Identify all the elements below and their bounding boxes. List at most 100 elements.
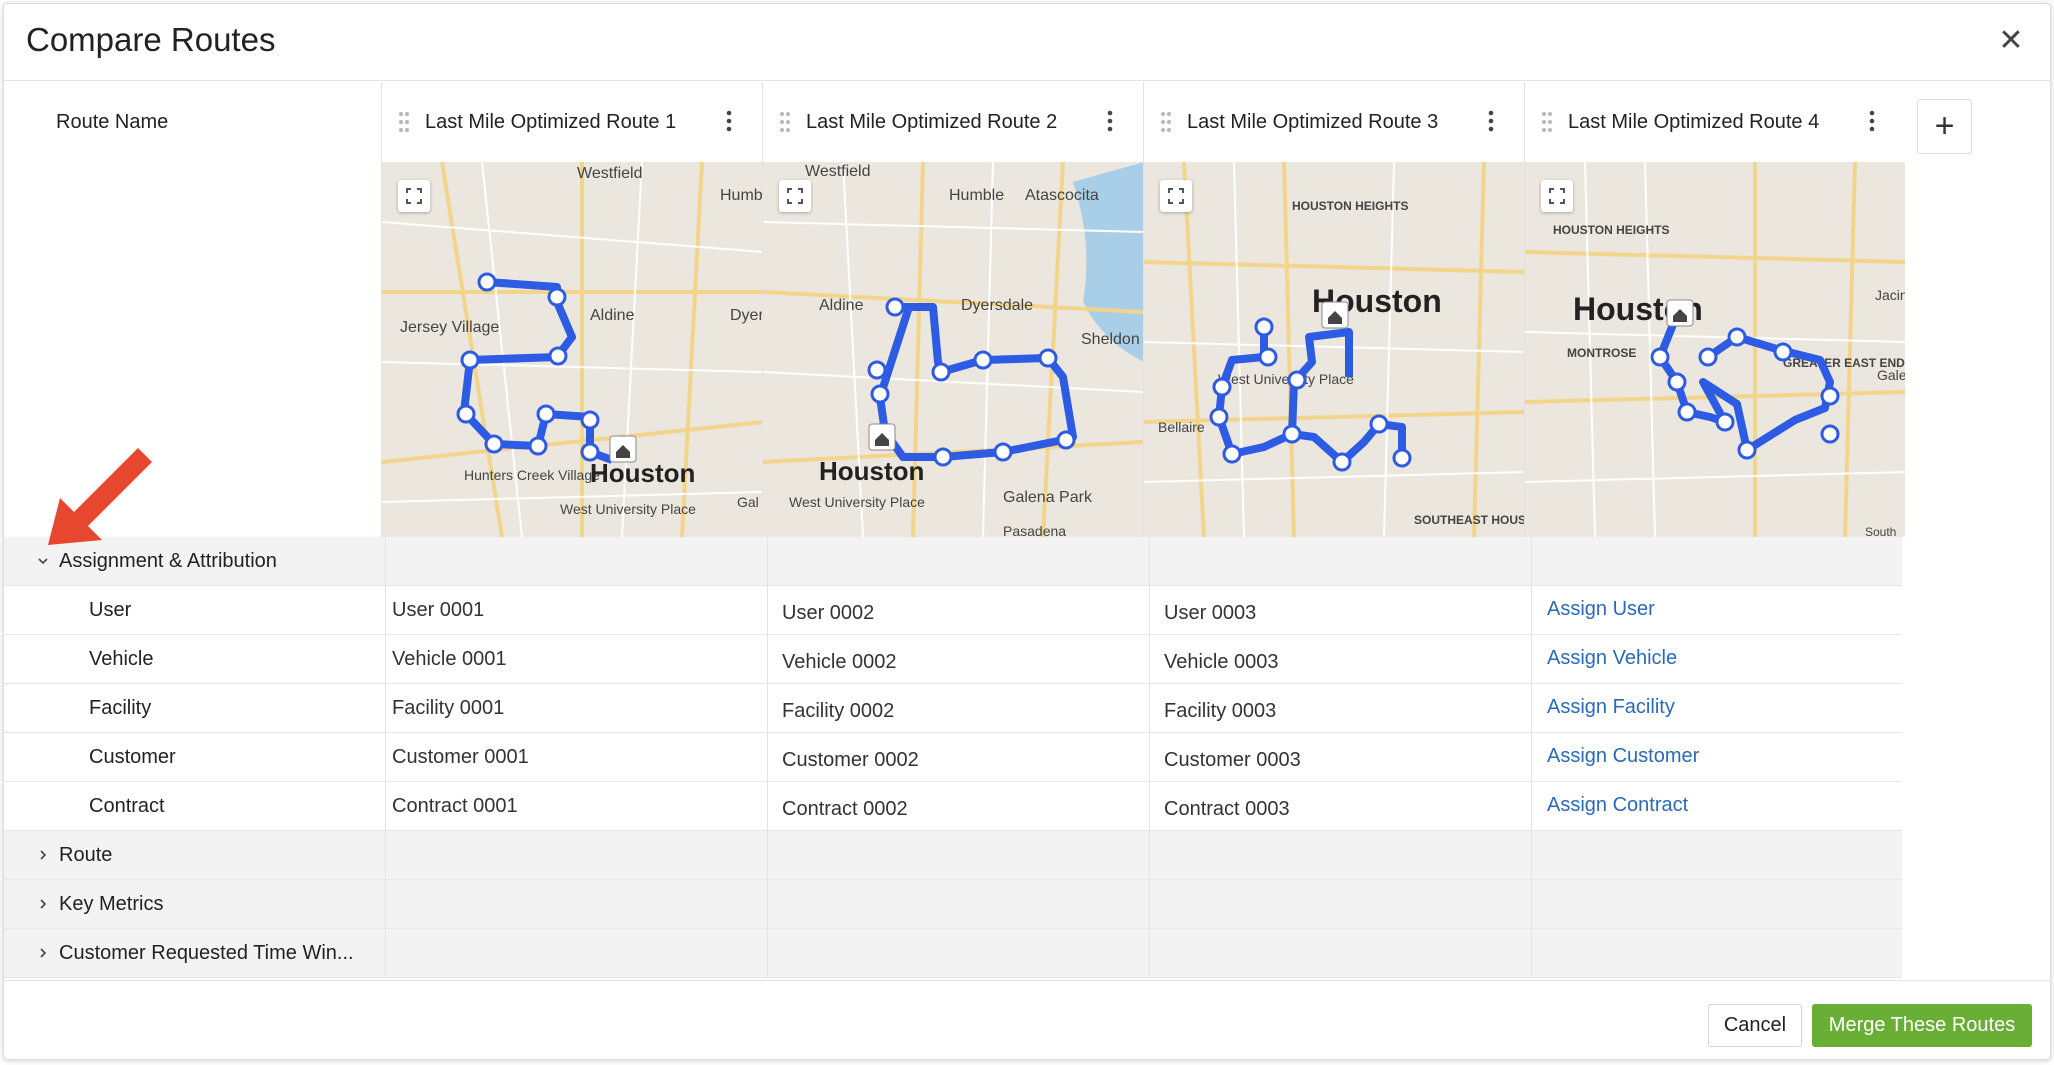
- annotation-arrow-icon: [48, 448, 152, 545]
- row-label: Customer: [4, 733, 385, 781]
- table-cell: Assign User: [1531, 586, 1902, 634]
- depot-home-icon: [1321, 301, 1349, 329]
- section-title: Customer Requested Time Win...: [59, 942, 354, 964]
- more-options-icon[interactable]: [1865, 109, 1879, 133]
- more-options-icon[interactable]: [722, 109, 736, 133]
- cell-value: Facility 0003: [1164, 700, 1277, 722]
- map-label: Dyersdale: [961, 297, 1033, 314]
- section-header-time-windows[interactable]: Customer Requested Time Win...: [4, 929, 1902, 978]
- map-label: Gale: [1877, 367, 1905, 383]
- route-column-2: Last Mile Optimized Route 2 Westfield Hu…: [762, 82, 1143, 537]
- route-map[interactable]: HOUSTON HEIGHTS Houston MONTROSE GREATER…: [1525, 162, 1905, 537]
- assign-vehicle-link[interactable]: Assign Vehicle: [1547, 647, 1678, 669]
- table-cell: Customer 0003: [1149, 733, 1531, 781]
- chevron-right-icon[interactable]: [36, 848, 50, 862]
- more-options-icon[interactable]: [1103, 109, 1117, 133]
- route-map[interactable]: HOUSTON HEIGHTS Houston West University …: [1144, 162, 1524, 537]
- expand-map-icon[interactable]: [398, 180, 430, 212]
- assign-facility-link[interactable]: Assign Facility: [1547, 696, 1675, 718]
- row-label: Contract: [4, 782, 385, 830]
- map-label: Humb: [720, 187, 762, 204]
- route-name-column-header: Route Name: [4, 82, 381, 162]
- row-label-text: Contract: [89, 795, 165, 817]
- depot-home-icon: [868, 423, 896, 451]
- route-column-header: Last Mile Optimized Route 3: [1144, 82, 1524, 162]
- cell-value: User 0003: [1164, 602, 1257, 624]
- drag-handle-icon[interactable]: [1541, 111, 1553, 133]
- route-map[interactable]: Westfield Humb Aldine Dyer Jersey Villag…: [382, 162, 762, 537]
- map-label: Aldine: [819, 297, 864, 314]
- map-label: HOUSTON HEIGHTS: [1292, 199, 1408, 213]
- assign-user-link[interactable]: Assign User: [1547, 598, 1655, 620]
- chevron-right-icon[interactable]: [36, 897, 50, 911]
- route-column-1: Last Mile Optimized Route 1 Westfield Hu…: [381, 82, 762, 537]
- map-label: Bellaire: [1158, 419, 1205, 435]
- map-label: Atascocita: [1025, 187, 1099, 204]
- map-label: Hunters Creek Village: [464, 467, 600, 483]
- cell-value: Vehicle 0002: [782, 651, 897, 673]
- table-cell: Assign Customer: [1531, 733, 1902, 781]
- map-label: Westfield: [577, 165, 643, 182]
- chevron-right-icon[interactable]: [36, 946, 50, 960]
- table-row-customer: Customer Customer 0001 Customer 0002 Cus…: [4, 733, 1902, 782]
- expand-map-icon[interactable]: [779, 180, 811, 212]
- drag-handle-icon[interactable]: [398, 111, 410, 133]
- table-cell: User 0003: [1149, 586, 1531, 634]
- section-header-assignment[interactable]: Assignment & Attribution: [4, 537, 1902, 586]
- table-cell: User 0002: [767, 586, 1149, 634]
- row-label: Vehicle: [4, 635, 385, 683]
- cell-value: Customer 0002: [782, 749, 919, 771]
- section-label: Customer Requested Time Win...: [4, 929, 385, 977]
- drag-handle-icon[interactable]: [779, 111, 791, 133]
- section-cell: [1149, 831, 1531, 879]
- expand-map-icon[interactable]: [1541, 180, 1573, 212]
- section-title: Assignment & Attribution: [59, 550, 277, 572]
- section-header-key-metrics[interactable]: Key Metrics: [4, 880, 1902, 929]
- cancel-button[interactable]: Cancel: [1708, 1004, 1802, 1047]
- section-cell: [385, 880, 767, 928]
- chevron-down-icon[interactable]: [36, 554, 50, 568]
- map-label: Gal: [737, 494, 759, 510]
- route-column-header: Last Mile Optimized Route 2: [763, 82, 1143, 162]
- section-cell: [1149, 537, 1531, 585]
- dialog-header: Compare Routes ✕: [4, 4, 2050, 81]
- section-header-route[interactable]: Route: [4, 831, 1902, 880]
- row-label-text: User: [89, 599, 132, 621]
- table-row-vehicle: Vehicle Vehicle 0001 Vehicle 0002 Vehicl…: [4, 635, 1902, 684]
- assign-customer-link[interactable]: Assign Customer: [1547, 745, 1700, 767]
- table-cell: Facility 0001: [385, 684, 767, 732]
- expand-map-icon[interactable]: [1160, 180, 1192, 212]
- section-cell: [385, 929, 767, 977]
- more-options-icon[interactable]: [1484, 109, 1498, 133]
- section-title: Route: [59, 844, 113, 866]
- add-route-column-button[interactable]: +: [1917, 99, 1972, 154]
- row-label-text: Facility: [89, 697, 152, 719]
- table-cell: Vehicle 0003: [1149, 635, 1531, 683]
- route-column-header: Last Mile Optimized Route 4: [1525, 82, 1905, 162]
- route-column-3: Last Mile Optimized Route 3 HOUSTON HEIG…: [1143, 82, 1524, 537]
- section-label: Key Metrics: [4, 880, 385, 928]
- cell-value: Contract 0001: [392, 795, 518, 817]
- cell-value: Facility 0002: [782, 700, 895, 722]
- assign-contract-link[interactable]: Assign Contract: [1547, 794, 1689, 816]
- merge-routes-button[interactable]: Merge These Routes: [1812, 1004, 2032, 1047]
- section-title: Key Metrics: [59, 893, 164, 915]
- table-row-contract: Contract Contract 0001 Contract 0002 Con…: [4, 782, 1902, 831]
- section-cell: [767, 880, 1149, 928]
- section-cell: [1149, 880, 1531, 928]
- table-cell: Contract 0003: [1149, 782, 1531, 830]
- routes-grid: Route Name Last Mile Optimized Route 1 W…: [4, 82, 1972, 982]
- map-label: West University Place: [560, 501, 696, 517]
- map-label: Aldine: [590, 307, 635, 324]
- table-cell: Customer 0001: [385, 733, 767, 781]
- dialog-footer: Cancel Merge These Routes: [4, 980, 2050, 1059]
- cell-value: Vehicle 0003: [1164, 651, 1279, 673]
- map-label: Humble: [949, 187, 1004, 204]
- table-cell: Vehicle 0002: [767, 635, 1149, 683]
- drag-handle-icon[interactable]: [1160, 111, 1172, 133]
- map-label: Sheldon: [1081, 331, 1140, 348]
- section-cell: [1149, 929, 1531, 977]
- close-icon[interactable]: ✕: [1998, 24, 2024, 57]
- section-cell: [1531, 537, 1902, 585]
- route-map[interactable]: Westfield Humble Atascocita Aldine Dyers…: [763, 162, 1143, 537]
